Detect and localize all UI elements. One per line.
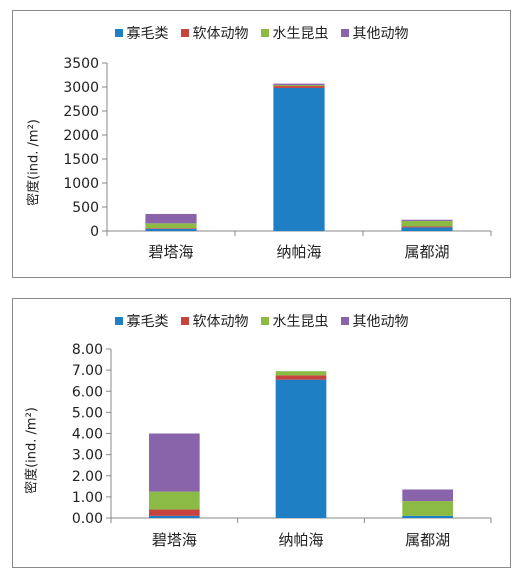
bar-segment — [402, 515, 453, 518]
legend-item: 软体动物 — [180, 311, 249, 331]
bar-segment — [275, 375, 327, 380]
bar-segment — [401, 227, 453, 231]
bar-segment — [401, 226, 453, 228]
bar-segment — [145, 228, 197, 229]
legend-item: 软体动物 — [180, 23, 249, 43]
y-tick-label: 6.00 — [72, 384, 103, 400]
bar-segment — [275, 371, 327, 376]
legend-item: 其他动物 — [340, 311, 409, 331]
legend-swatch — [340, 317, 349, 325]
bar-segment — [149, 515, 200, 518]
bar-segment — [149, 433, 200, 492]
y-tick-label: 8.00 — [72, 342, 103, 358]
y-tick-label: 1.00 — [72, 490, 103, 506]
bar-segment — [401, 220, 453, 227]
y-tick-label: 2500 — [63, 104, 99, 120]
y-tick-label: 5.00 — [72, 405, 103, 421]
legend-label: 寡毛类 — [126, 26, 169, 42]
y-tick-label: 1500 — [63, 152, 99, 168]
chart-panel-bottom: 寡毛类 软体动物 水生昆虫 其他动物 密度(ind. /m²) 0.00 1.00… — [12, 298, 511, 568]
chart-bottom: 0.00 1.00 2.00 3.00 4.00 5.00 6.00 7.00 8.00 碧塔海 纳… — [72, 342, 492, 549]
legend-label: 寡毛类 — [126, 314, 169, 330]
bar-segment — [149, 491, 200, 510]
x-tick-label: 纳帕海 — [278, 531, 323, 549]
legend-item: 寡毛类 — [114, 311, 169, 331]
bar-segment — [402, 501, 453, 516]
bar-segment — [275, 379, 327, 518]
y-tick-label: 3500 — [63, 56, 99, 72]
legend-bottom: 寡毛类 软体动物 水生昆虫 其他动物 — [13, 311, 510, 331]
x-tick-label: 属都湖 — [404, 243, 449, 261]
legend-swatch — [260, 29, 269, 37]
y-tick-label: 0.00 — [72, 511, 103, 527]
chart-panel-top: 寡毛类 软体动物 水生昆虫 其他动物 密度(ind. /m²) 0 500 1000… — [12, 10, 511, 278]
bar-segment — [145, 213, 197, 224]
x-tick-label: 纳帕海 — [276, 243, 321, 261]
y-tick-label: 0 — [90, 224, 99, 240]
bar-segment — [145, 223, 197, 229]
legend-swatch — [114, 29, 123, 37]
bar-segment — [273, 83, 325, 86]
legend-swatch — [180, 317, 189, 325]
legend-item: 水生昆虫 — [260, 311, 329, 331]
legend-item: 寡毛类 — [114, 23, 169, 43]
x-tick-label: 碧塔海 — [152, 531, 197, 549]
bar-segment — [402, 489, 453, 502]
y-tick-label: 3000 — [63, 80, 99, 96]
legend-label: 其他动物 — [352, 314, 409, 330]
legend-label: 其他动物 — [352, 26, 409, 42]
x-tick-label: 碧塔海 — [148, 243, 193, 261]
legend-label: 水生昆虫 — [272, 314, 329, 330]
legend-item: 其他动物 — [340, 23, 409, 43]
legend-top: 寡毛类 软体动物 水生昆虫 其他动物 — [13, 23, 510, 43]
legend-label: 软体动物 — [192, 26, 249, 42]
y-tick-label: 7.00 — [72, 363, 103, 379]
legend-swatch — [180, 29, 189, 37]
bar-segment — [273, 86, 325, 88]
bar-segment — [273, 87, 325, 232]
legend-label: 软体动物 — [192, 314, 249, 330]
bar-segment — [273, 85, 325, 87]
legend-swatch — [114, 317, 123, 325]
legend-item: 水生昆虫 — [260, 23, 329, 43]
y-tick-label: 3.00 — [72, 448, 103, 464]
bar-segment — [145, 228, 197, 231]
legend-swatch — [340, 29, 349, 37]
bar-segment — [401, 219, 453, 221]
legend-swatch — [260, 317, 269, 325]
x-tick-label: 属都湖 — [405, 531, 450, 549]
legend-label: 水生昆虫 — [272, 26, 329, 42]
y-tick-label: 2000 — [63, 128, 99, 144]
y-tick-label: 2.00 — [72, 469, 103, 485]
y-tick-label: 1000 — [63, 176, 99, 192]
chart-top: 0 500 1000 1500 2000 2500 3000 3500 碧塔海 纳帕海 属都湖 — [63, 56, 492, 261]
bar-segment — [149, 509, 200, 516]
y-tick-label: 500 — [72, 200, 99, 216]
y-tick-label: 4.00 — [72, 427, 103, 443]
